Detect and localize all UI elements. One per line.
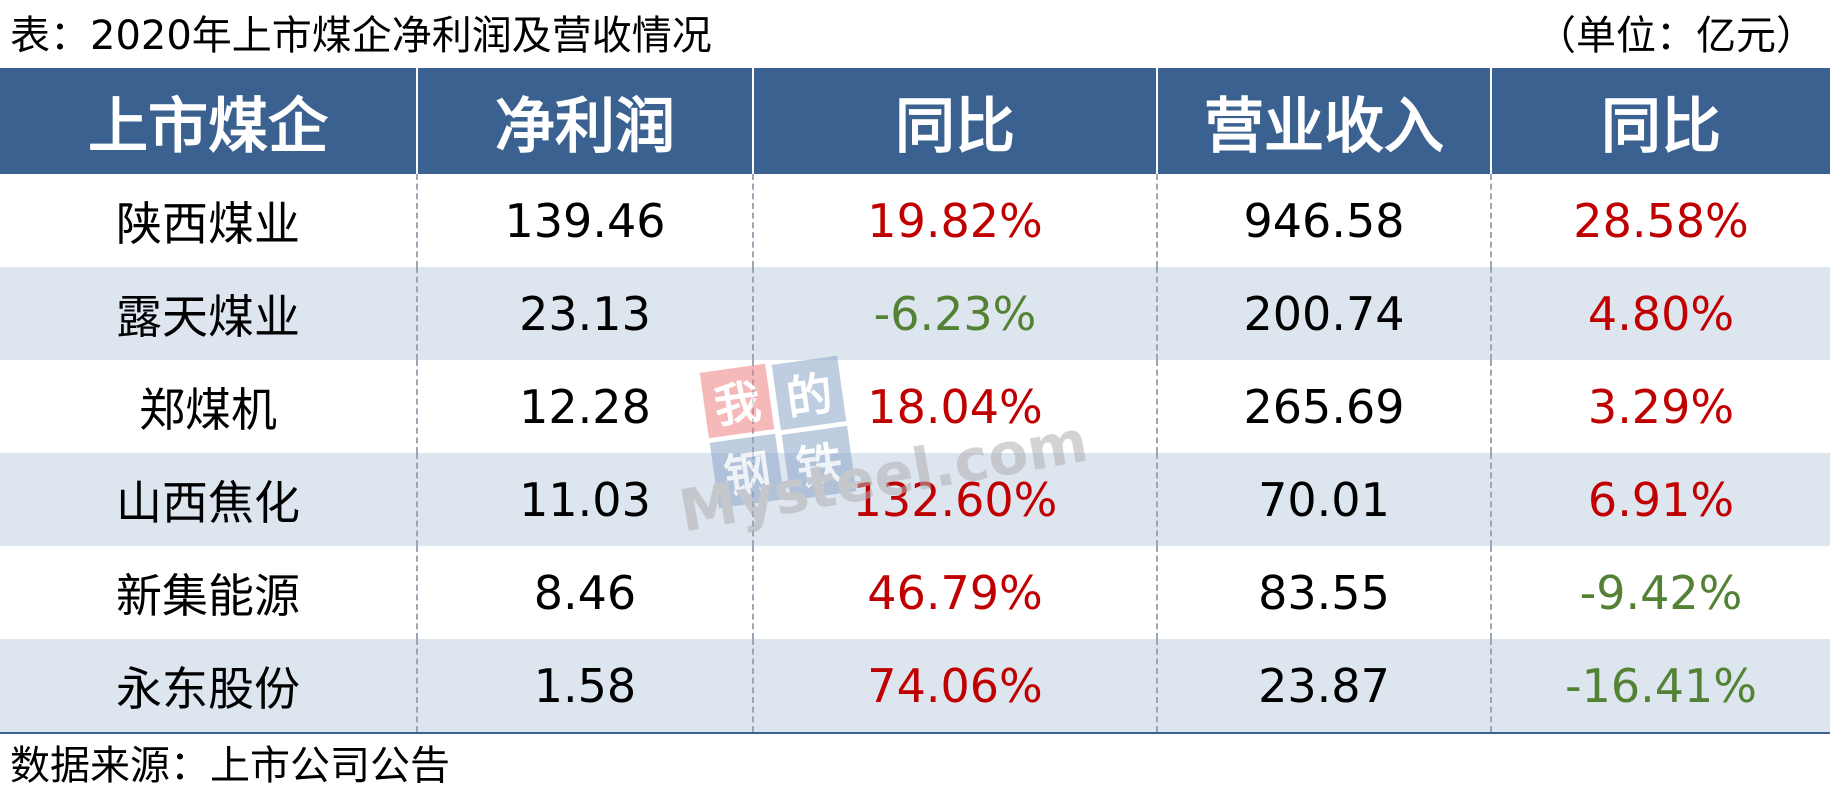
- header-net-profit: 净利润: [418, 68, 754, 174]
- revenue-cell: 200.74: [1158, 267, 1492, 360]
- net-profit-yoy-cell: 132.60%: [754, 453, 1158, 546]
- net-profit-yoy-cell: 74.06%: [754, 639, 1158, 732]
- unit-note: （单位：亿元）: [1536, 13, 1816, 59]
- net-profit-cell: 11.03: [418, 453, 754, 546]
- net-profit-yoy-cell: -6.23%: [754, 267, 1158, 360]
- header-revenue: 营业收入: [1158, 68, 1492, 174]
- revenue-cell: 70.01: [1158, 453, 1492, 546]
- table-header-row: 上市煤企 净利润 同比 营业收入 同比: [0, 68, 1830, 174]
- revenue-yoy-cell: -16.41%: [1565, 658, 1757, 713]
- revenue-cell: 265.69: [1158, 360, 1492, 453]
- table-row: 陕西煤业 139.46 19.82% 946.58 28.58%: [0, 174, 1830, 267]
- revenue-yoy-cell: -9.42%: [1579, 565, 1743, 620]
- revenue-cell: 23.87: [1158, 639, 1492, 732]
- net-profit-yoy-cell: 19.82%: [754, 174, 1158, 267]
- net-profit-cell: 139.46: [418, 174, 754, 267]
- company-cell: 永东股份: [0, 639, 418, 732]
- table-row: 露天煤业 23.13 -6.23% 200.74 4.80%: [0, 267, 1830, 360]
- revenue-cell: 946.58: [1158, 174, 1492, 267]
- data-table: 上市煤企 净利润 同比 营业收入 同比 陕西煤业 139.46 19.82% 9…: [0, 68, 1830, 732]
- company-cell: 陕西煤业: [0, 174, 418, 267]
- net-profit-cell: 23.13: [418, 267, 754, 360]
- table-caption: 表：2020年上市煤企净利润及营收情况: [10, 13, 712, 59]
- net-profit-yoy-cell: 18.04%: [754, 360, 1158, 453]
- revenue-yoy-cell: 6.91%: [1587, 472, 1735, 527]
- revenue-yoy-cell: 3.29%: [1587, 379, 1735, 434]
- revenue-yoy-cell: 4.80%: [1587, 286, 1735, 341]
- company-cell: 新集能源: [0, 546, 418, 639]
- header-net-profit-yoy: 同比: [754, 68, 1158, 174]
- table-row: 山西焦化 11.03 132.60% 70.01 6.91%: [0, 453, 1830, 546]
- table-row: 郑煤机 12.28 18.04% 265.69 3.29%: [0, 360, 1830, 453]
- company-cell: 露天煤业: [0, 267, 418, 360]
- revenue-yoy-cell: 28.58%: [1573, 193, 1749, 248]
- header-company: 上市煤企: [0, 68, 418, 174]
- source-note: 数据来源：上市公司公告: [10, 743, 450, 789]
- net-profit-cell: 1.58: [418, 639, 754, 732]
- company-cell: 山西焦化: [0, 453, 418, 546]
- table-bottom-rule: [0, 732, 1830, 734]
- company-cell: 郑煤机: [0, 360, 418, 453]
- net-profit-yoy-cell: 46.79%: [754, 546, 1158, 639]
- net-profit-cell: 12.28: [418, 360, 754, 453]
- header-revenue-yoy: 同比: [1601, 91, 1721, 162]
- table-row: 永东股份 1.58 74.06% 23.87 -16.41%: [0, 639, 1830, 732]
- revenue-cell: 83.55: [1158, 546, 1492, 639]
- net-profit-cell: 8.46: [418, 546, 754, 639]
- table-row: 新集能源 8.46 46.79% 83.55 -9.42%: [0, 546, 1830, 639]
